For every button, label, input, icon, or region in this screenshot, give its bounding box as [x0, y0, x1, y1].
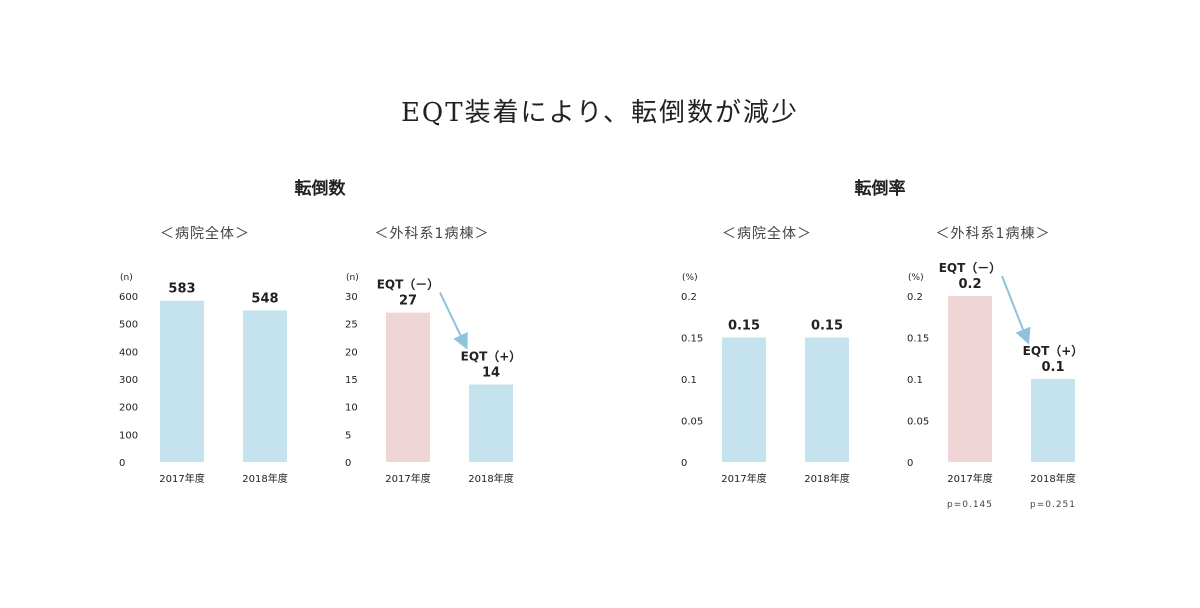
data-label: 0.1 — [1041, 360, 1064, 375]
y-tick-label: 15 — [345, 375, 358, 386]
y-tick-label: 0 — [907, 458, 913, 469]
x-tick-label: 2018年度 — [1030, 472, 1075, 485]
y-tick-label: 30 — [345, 292, 358, 303]
y-tick-label: 0.1 — [681, 375, 697, 386]
y-axis-unit: (%) — [908, 273, 924, 283]
data-label: 0.2 — [958, 277, 981, 292]
data-label: 14 — [482, 366, 500, 381]
p-value-label: p=0.145 — [947, 500, 993, 510]
bar-chart-rate-hospital: (%) 0.2 0.15 0.1 0.05 0 0.15 2017年度 0.15 2018年度 — [681, 273, 850, 485]
bar — [948, 296, 992, 462]
y-axis-unit: (%) — [682, 273, 698, 283]
x-tick-label: 2017年度 — [159, 472, 204, 485]
chart-subtitle-3: ＜病院全体＞ — [722, 226, 812, 242]
y-axis-unit: (n) — [346, 273, 359, 283]
y-tick-label: 20 — [345, 347, 358, 358]
y-tick-label: 0.1 — [907, 375, 923, 386]
bar — [469, 384, 513, 462]
page-title: EQT装着により、転倒数が減少 — [400, 98, 800, 128]
y-tick-label: 400 — [119, 347, 138, 358]
bar-annotation-label: EQT（+） — [1023, 343, 1084, 358]
y-tick-label: 0.15 — [907, 334, 929, 345]
y-tick-label: 600 — [119, 292, 138, 303]
chart-subtitle-1: ＜病院全体＞ — [160, 226, 250, 242]
y-tick-label: 0.2 — [907, 292, 923, 303]
y-tick-label: 0.05 — [907, 417, 929, 428]
section-title-fall-rate: 転倒率 — [854, 179, 906, 199]
bar-annotation-label: EQT（－） — [939, 260, 1002, 275]
y-tick-label: 5 — [345, 430, 351, 441]
x-tick-label: 2017年度 — [721, 472, 766, 485]
data-label: 0.15 — [728, 319, 760, 334]
y-tick-label: 10 — [345, 403, 358, 414]
y-tick-label: 200 — [119, 403, 138, 414]
bar-annotation-label: EQT（－） — [377, 277, 440, 292]
x-tick-label: 2018年度 — [804, 472, 849, 485]
bar-chart-rate-ward: (%) 0.2 0.15 0.1 0.05 0 0.2 EQT（－） 2017年度 p=0.145… — [907, 260, 1084, 510]
y-tick-label: 0 — [681, 458, 687, 469]
bar-annotation-label: EQT（+） — [461, 349, 522, 364]
bar-chart-falls-hospital: (n) 600 500 400 300 200 100 0 583 2017年度 548 2018年度 — [119, 273, 288, 485]
y-axis-unit: (n) — [120, 273, 133, 283]
trend-arrow — [1001, 275, 1031, 345]
bar — [805, 337, 849, 462]
chart-subtitle-4: ＜外科系1病棟＞ — [935, 226, 1051, 242]
y-tick-label: 0.2 — [681, 292, 697, 303]
y-tick-label: 0 — [345, 458, 351, 469]
trend-arrow — [439, 292, 468, 350]
section-title-fall-count: 転倒数 — [294, 179, 346, 199]
data-label: 548 — [251, 291, 278, 306]
x-tick-label: 2017年度 — [385, 472, 430, 485]
bar-chart-falls-ward: (n) 30 25 20 15 10 5 0 27 EQT（－） 2017年度 14 EQT（+） 201… — [345, 273, 522, 485]
chart-subtitle-2: ＜外科系1病棟＞ — [374, 226, 490, 242]
y-tick-label: 25 — [345, 320, 358, 331]
y-tick-label: 0.05 — [681, 417, 703, 428]
data-label: 27 — [399, 294, 417, 309]
bar — [243, 310, 287, 462]
x-tick-label: 2017年度 — [947, 472, 992, 485]
x-tick-label: 2018年度 — [468, 472, 513, 485]
y-tick-label: 100 — [119, 430, 138, 441]
y-tick-label: 0.15 — [681, 334, 703, 345]
p-value-label: p=0.251 — [1030, 500, 1076, 510]
bar — [1031, 379, 1075, 462]
data-label: 0.15 — [811, 319, 843, 334]
y-tick-label: 300 — [119, 375, 138, 386]
bar — [386, 312, 430, 462]
y-tick-label: 500 — [119, 320, 138, 331]
y-tick-label: 0 — [119, 458, 125, 469]
data-label: 583 — [168, 282, 195, 297]
bar — [160, 300, 204, 462]
x-tick-label: 2018年度 — [242, 472, 287, 485]
bar — [722, 337, 766, 462]
